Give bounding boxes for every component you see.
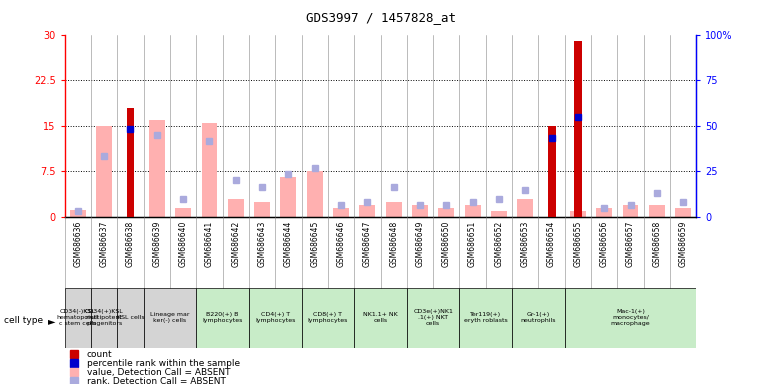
Text: value, Detection Call = ABSENT: value, Detection Call = ABSENT bbox=[87, 368, 231, 377]
Bar bbox=[301, 288, 354, 348]
Bar bbox=[574, 41, 582, 217]
Text: Ter119(+)
eryth roblasts: Ter119(+) eryth roblasts bbox=[464, 312, 508, 323]
Text: CD4(+) T
lymphocytes: CD4(+) T lymphocytes bbox=[255, 312, 295, 323]
Bar bbox=[460, 288, 512, 348]
Text: GSM686650: GSM686650 bbox=[442, 220, 451, 267]
Text: NK1.1+ NK
cells: NK1.1+ NK cells bbox=[363, 312, 398, 323]
Bar bbox=[70, 210, 86, 217]
Text: GSM686648: GSM686648 bbox=[389, 220, 398, 267]
Text: GSM686656: GSM686656 bbox=[600, 220, 609, 267]
Text: GSM686637: GSM686637 bbox=[100, 220, 109, 267]
Bar bbox=[175, 208, 191, 217]
Bar bbox=[254, 202, 270, 217]
Text: Mac-1(+)
monocytes/
macrophage: Mac-1(+) monocytes/ macrophage bbox=[611, 310, 651, 326]
Bar bbox=[65, 288, 91, 348]
Bar bbox=[597, 208, 612, 217]
Bar bbox=[407, 288, 460, 348]
Text: GSM686649: GSM686649 bbox=[416, 220, 425, 267]
Text: GSM686641: GSM686641 bbox=[205, 220, 214, 267]
Text: GSM686636: GSM686636 bbox=[73, 220, 82, 267]
Bar bbox=[622, 205, 638, 217]
Text: GSM686643: GSM686643 bbox=[257, 220, 266, 267]
Bar bbox=[512, 288, 565, 348]
Text: GSM686645: GSM686645 bbox=[310, 220, 319, 267]
Bar bbox=[412, 205, 428, 217]
Bar bbox=[91, 288, 117, 348]
Text: GSM686652: GSM686652 bbox=[495, 220, 504, 267]
Bar bbox=[465, 205, 480, 217]
Text: GSM686651: GSM686651 bbox=[468, 220, 477, 267]
Text: GSM686654: GSM686654 bbox=[547, 220, 556, 267]
Text: count: count bbox=[87, 349, 113, 359]
Text: GSM686644: GSM686644 bbox=[284, 220, 293, 267]
Text: GSM686646: GSM686646 bbox=[336, 220, 345, 267]
Bar bbox=[354, 288, 407, 348]
Bar bbox=[333, 208, 349, 217]
Text: GSM686655: GSM686655 bbox=[573, 220, 582, 267]
Bar bbox=[281, 177, 296, 217]
Bar bbox=[144, 288, 196, 348]
Bar bbox=[249, 288, 301, 348]
Bar bbox=[386, 202, 402, 217]
Text: cell type: cell type bbox=[4, 316, 43, 325]
Bar bbox=[565, 288, 696, 348]
Text: GSM686640: GSM686640 bbox=[179, 220, 188, 267]
Bar bbox=[307, 171, 323, 217]
Bar bbox=[548, 126, 556, 217]
Bar bbox=[675, 208, 691, 217]
Text: CD34(+)KSL
multipotent
progenitors: CD34(+)KSL multipotent progenitors bbox=[84, 310, 123, 326]
Text: GSM686659: GSM686659 bbox=[679, 220, 688, 267]
Bar bbox=[649, 205, 665, 217]
Text: GSM686658: GSM686658 bbox=[652, 220, 661, 267]
Text: rank, Detection Call = ABSENT: rank, Detection Call = ABSENT bbox=[87, 377, 226, 384]
Text: CD8(+) T
lymphocytes: CD8(+) T lymphocytes bbox=[307, 312, 348, 323]
Text: Gr-1(+)
neutrophils: Gr-1(+) neutrophils bbox=[521, 312, 556, 323]
Text: Lineage mar
ker(-) cells: Lineage mar ker(-) cells bbox=[150, 312, 189, 323]
Text: percentile rank within the sample: percentile rank within the sample bbox=[87, 359, 240, 368]
Text: GSM686639: GSM686639 bbox=[152, 220, 161, 267]
Text: CD3e(+)NK1
.1(+) NKT
cells: CD3e(+)NK1 .1(+) NKT cells bbox=[413, 310, 453, 326]
Text: B220(+) B
lymphocytes: B220(+) B lymphocytes bbox=[202, 312, 243, 323]
Bar bbox=[196, 288, 249, 348]
Text: GSM686647: GSM686647 bbox=[363, 220, 372, 267]
Bar bbox=[117, 288, 144, 348]
Bar bbox=[359, 205, 375, 217]
Bar bbox=[96, 126, 112, 217]
Text: GSM686642: GSM686642 bbox=[231, 220, 240, 267]
Bar bbox=[149, 120, 164, 217]
Bar bbox=[202, 123, 218, 217]
Bar bbox=[570, 211, 586, 217]
Text: GDS3997 / 1457828_at: GDS3997 / 1457828_at bbox=[305, 12, 456, 25]
Text: GSM686653: GSM686653 bbox=[521, 220, 530, 267]
Bar bbox=[126, 108, 135, 217]
Bar bbox=[517, 199, 533, 217]
Text: GSM686657: GSM686657 bbox=[626, 220, 635, 267]
Text: CD34(-)KSL
hematopoieti
c stem cells: CD34(-)KSL hematopoieti c stem cells bbox=[57, 310, 99, 326]
Text: ►: ► bbox=[48, 316, 56, 326]
Text: GSM686638: GSM686638 bbox=[126, 220, 135, 267]
Text: KSL cells: KSL cells bbox=[116, 315, 145, 320]
Bar bbox=[491, 211, 507, 217]
Bar bbox=[228, 199, 244, 217]
Bar bbox=[438, 208, 454, 217]
